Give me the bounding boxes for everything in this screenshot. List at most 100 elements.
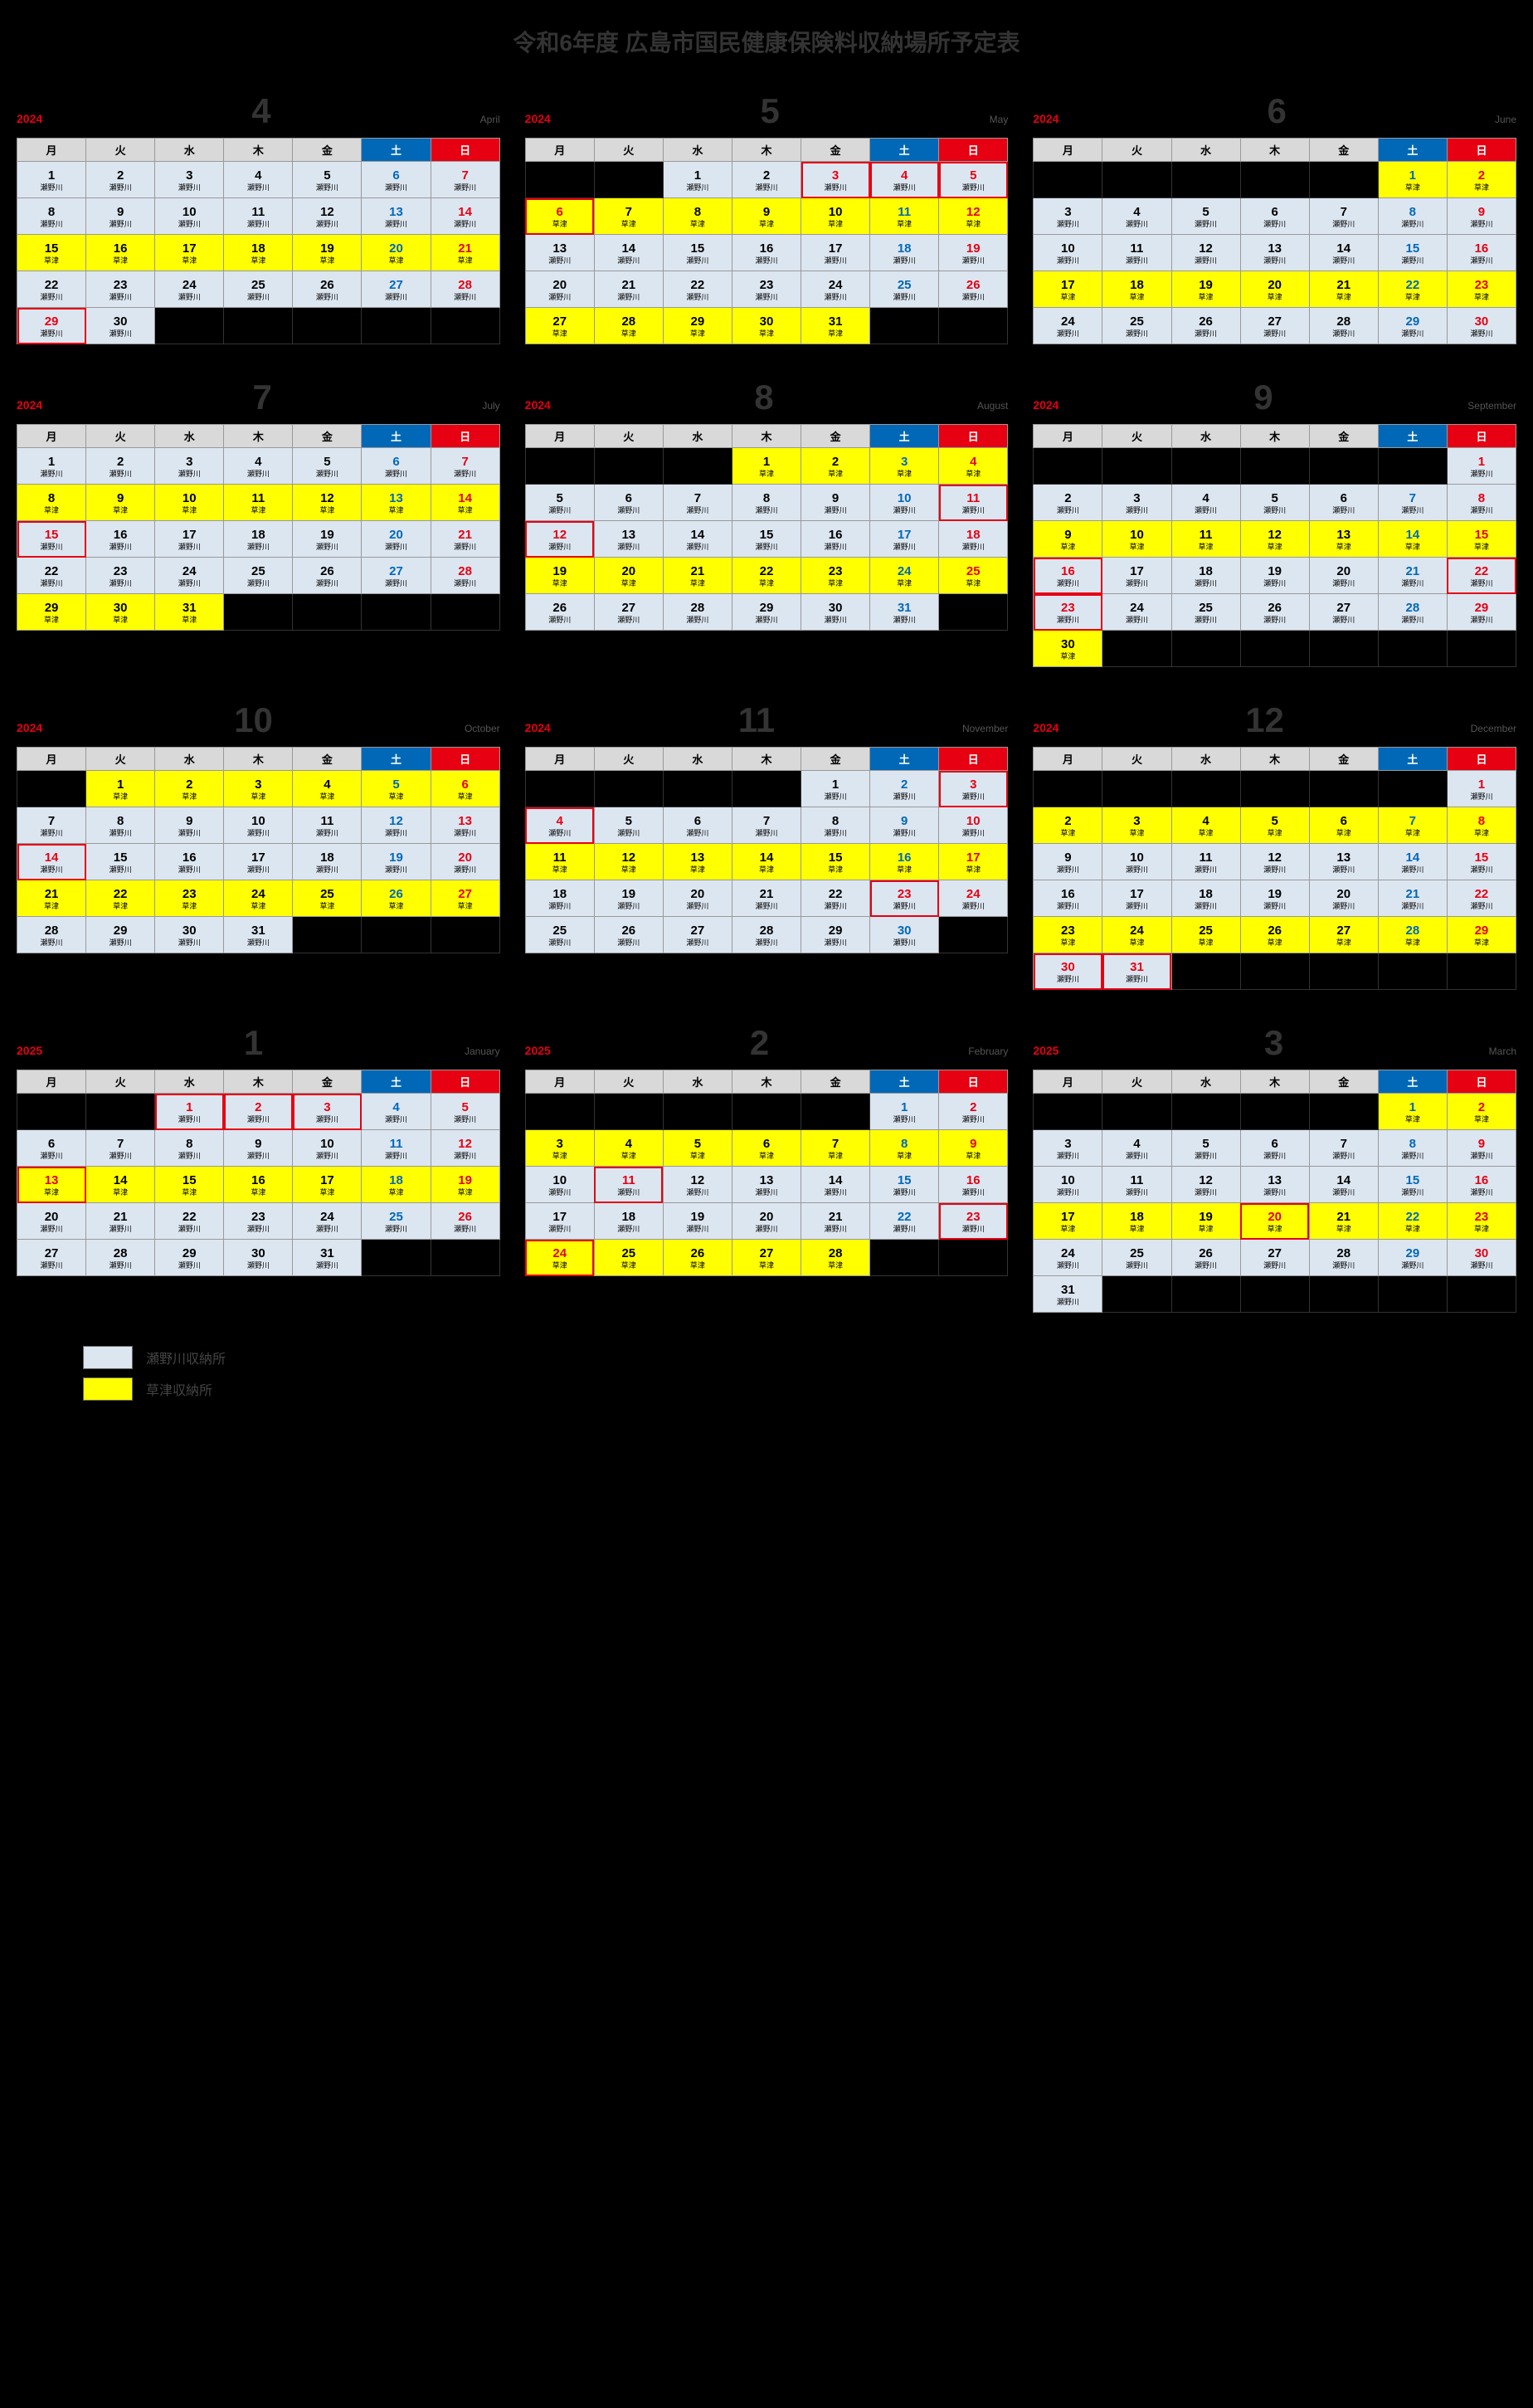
day-cell: 29草津 [17,594,86,631]
day-number: 28 [664,598,732,616]
day-number: 29 [1448,598,1516,616]
day-number: 6 [17,1134,85,1152]
day-cell: 9草津 [939,1130,1008,1167]
dow-header: 金 [801,425,870,448]
day-location-label: 瀬野川 [870,256,938,267]
day-cell: 16瀬野川 [1034,880,1102,917]
day-location-label: 瀬野川 [362,293,430,304]
day-location-label: 草津 [86,1188,154,1199]
dow-header: 火 [86,139,155,162]
day-cell: 8瀬野川 [732,485,801,521]
day-number: 6 [1241,1134,1309,1152]
day-number: 8 [1448,489,1516,506]
day-number: 24 [801,275,869,293]
day-location-label: 草津 [362,256,430,267]
day-location-label: 瀬野川 [362,470,430,480]
day-location-label: 瀬野川 [1102,506,1170,517]
day-location-label: 草津 [1379,183,1447,194]
day-number: 13 [664,848,732,865]
months-grid: 20244April月火水木金土日1瀬野川2瀬野川3瀬野川4瀬野川5瀬野川6瀬野… [17,91,1516,1313]
day-cell: 8瀬野川 [1378,198,1447,235]
day-cell: 21草津 [1309,1203,1378,1240]
day-cell: 6瀬野川 [594,485,663,521]
day-location-label: 草津 [17,506,85,517]
empty-cell [1240,448,1309,485]
day-number: 23 [155,885,223,902]
day-location-label: 瀬野川 [431,579,499,590]
dow-header: 月 [17,425,86,448]
day-number: 25 [362,1207,430,1225]
day-location-label: 瀬野川 [870,902,938,913]
day-cell: 29瀬野川 [17,308,86,344]
day-cell: 4瀬野川 [224,162,293,198]
day-location-label: 瀬野川 [431,829,499,840]
day-cell: 2草津 [1447,1094,1516,1130]
day-cell: 12瀬野川 [293,198,362,235]
empty-cell [1309,1276,1378,1313]
dow-header: 木 [224,425,293,448]
day-cell: 21瀬野川 [732,880,801,917]
day-location-label: 瀬野川 [801,938,869,949]
dow-header: 木 [732,1070,801,1094]
day-cell: 21瀬野川 [1378,880,1447,917]
day-number: 13 [1310,848,1378,865]
day-cell: 25瀬野川 [1102,308,1171,344]
dow-header: 火 [1102,1070,1171,1094]
day-location-label: 瀬野川 [801,256,869,267]
day-number: 16 [732,239,801,256]
day-number: 10 [155,489,223,506]
day-cell: 19瀬野川 [663,1203,732,1240]
day-location-label: 瀬野川 [362,1115,430,1126]
month-num: 2 [551,1023,968,1063]
day-number: 14 [1310,1171,1378,1188]
day-cell: 27瀬野川 [1240,308,1309,344]
dow-header: 金 [293,425,362,448]
day-location-label: 草津 [1034,652,1102,663]
day-number: 5 [664,1134,732,1152]
day-number: 30 [1034,958,1102,975]
day-number: 30 [224,1244,292,1261]
day-cell: 6瀬野川 [362,448,431,485]
empty-cell [293,308,362,344]
day-number: 3 [224,775,292,792]
day-location-label: 瀬野川 [155,470,223,480]
day-location-label: 瀬野川 [1172,1261,1240,1272]
page-title: 令和6年度 広島市国民健康保険料収納場所予定表 [17,25,1516,58]
day-location-label: 瀬野川 [801,183,869,194]
day-number: 21 [595,275,663,293]
day-location-label: 瀬野川 [293,183,361,194]
day-cell: 3瀬野川 [801,162,870,198]
day-location-label: 瀬野川 [1448,579,1516,590]
month-6: 20246June月火水木金土日1草津2草津3瀬野川4瀬野川5瀬野川6瀬野川7瀬… [1033,91,1516,344]
dow-header: 木 [732,748,801,771]
empty-cell [663,448,732,485]
day-number: 16 [939,1171,1007,1188]
dow-header: 火 [1102,748,1171,771]
day-cell: 18草津 [1102,1203,1171,1240]
day-number: 11 [526,848,594,865]
day-location-label: 草津 [155,1188,223,1199]
day-location-label: 瀬野川 [664,256,732,267]
day-number: 30 [870,921,938,938]
day-location-label: 瀬野川 [870,1188,938,1199]
day-number: 10 [224,812,292,829]
day-cell: 23瀬野川 [939,1203,1008,1240]
day-number: 25 [526,921,594,938]
empty-cell [431,594,499,631]
empty-cell [362,308,431,344]
day-number: 24 [1034,1244,1102,1261]
day-cell: 11瀬野川 [1102,1167,1171,1203]
day-number: 6 [431,775,499,792]
empty-cell [525,448,594,485]
day-location-label: 瀬野川 [526,293,594,304]
day-location-label: 瀬野川 [1102,1188,1170,1199]
empty-cell [1102,448,1171,485]
day-cell: 30瀬野川 [1034,953,1102,990]
day-location-label: 草津 [1241,938,1309,949]
day-location-label: 草津 [362,792,430,803]
day-number: 29 [155,1244,223,1261]
day-cell: 12草津 [939,198,1008,235]
empty-cell [17,1094,86,1130]
day-cell: 7瀬野川 [17,807,86,844]
day-location-label: 瀬野川 [1241,220,1309,231]
